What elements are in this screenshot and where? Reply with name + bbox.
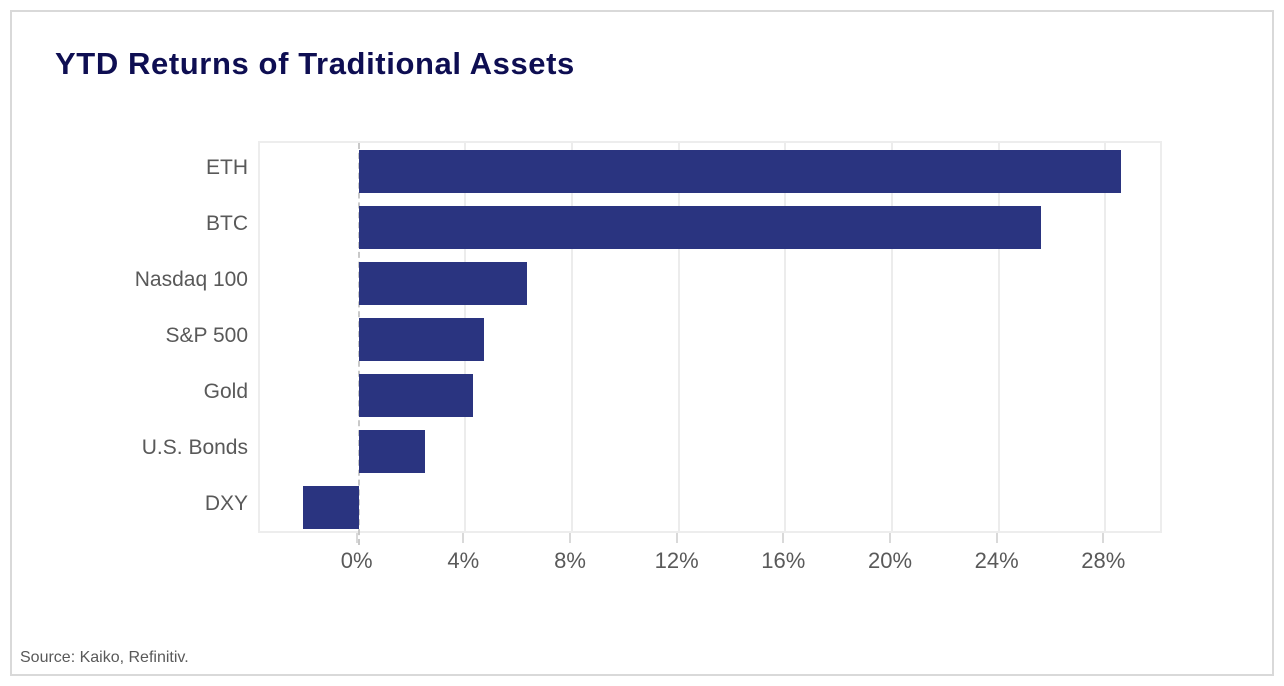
plot-area [258,141,1162,545]
x-tick-label-16: 16% [761,548,806,573]
category-label-btc: BTC [206,212,248,235]
x-tick-mark-16 [782,533,785,543]
bar-gold [358,373,474,417]
x-tick-label-20: 20% [867,548,913,573]
x-tick-mark-12 [675,533,678,543]
gridline-16 [784,143,787,531]
x-tick-mark-8 [569,533,571,543]
chart-title: YTD Returns of Traditional Assets [55,46,575,81]
x-tick-label-24: 24% [974,548,1019,573]
bar-u-s-bonds [358,429,426,473]
source-note: Source: Kaiko, Refinitiv. [20,649,189,666]
x-tick-mark-20 [889,533,891,543]
bar-eth [358,149,1122,193]
gridline-8 [571,143,573,531]
category-label-nasdaq-100: Nasdaq 100 [134,268,248,291]
category-label-gold: Gold [203,380,248,403]
x-tick-mark-0 [355,533,358,543]
x-tick-mark-28 [1102,533,1105,543]
x-tick-label-8: 8% [554,548,586,573]
x-tick-label-28: 28% [1081,548,1126,573]
x-tick-label-4: 4% [447,548,480,573]
category-label-dxy: DXY [204,492,248,515]
x-tick-label-12: 12% [654,548,699,573]
gridline-28 [1104,143,1107,531]
gridline-20 [891,143,893,531]
gridline-12 [677,143,680,531]
category-label-s-p-500: S&P 500 [165,324,248,347]
gridline-24 [997,143,1000,531]
category-label-u-s-bonds: U.S. Bonds [141,436,248,459]
category-label-eth: ETH [206,156,248,179]
x-tick-mark-24 [995,533,998,543]
category-axis: ETH BTC Nasdaq 100 S&P 500 Gold U.S. Bonds DXY [0,141,248,533]
bar-dxy [302,485,359,529]
bar-s-p-500 [358,317,484,361]
x-tick-mark-4 [462,533,465,543]
bar-nasdaq-100 [358,261,527,305]
x-tick-label-0: 0% [340,548,373,573]
bar-btc [358,205,1042,249]
